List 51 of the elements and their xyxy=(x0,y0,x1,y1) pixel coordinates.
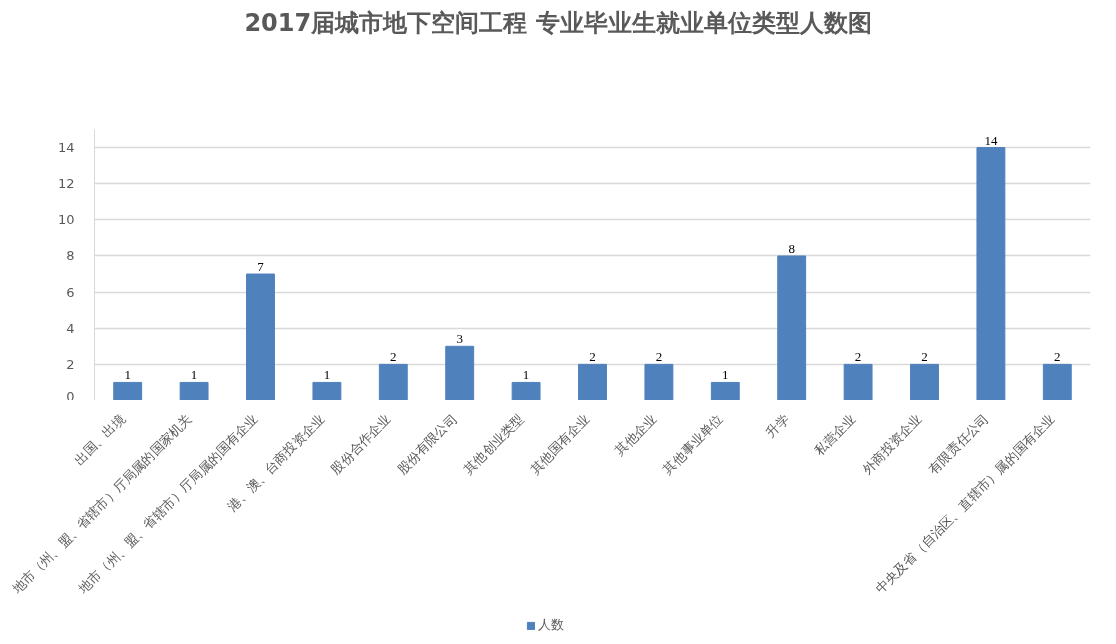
x-tick-label: 其他国有企业 xyxy=(527,411,593,477)
bar xyxy=(843,363,873,400)
bar xyxy=(511,381,541,400)
y-tick-label: 12 xyxy=(57,176,75,192)
x-tick-label: 出国、出境 xyxy=(71,411,128,468)
y-tick-label: 8 xyxy=(66,248,75,264)
x-tick-label: 外商投资企业 xyxy=(859,411,925,477)
legend-label: 人数 xyxy=(538,616,564,634)
data-label: 1 xyxy=(190,367,198,383)
data-label: 7 xyxy=(257,259,265,275)
data-label: 2 xyxy=(589,349,596,365)
bar xyxy=(910,363,939,400)
bar xyxy=(578,363,607,400)
data-label: 1 xyxy=(323,367,331,383)
x-tick-label: 升学 xyxy=(763,411,792,441)
data-label: 2 xyxy=(921,349,928,365)
x-tick-label: 私营企业 xyxy=(811,411,859,459)
x-tick-label: 其他事业单位 xyxy=(659,411,726,477)
y-tick-label: 2 xyxy=(66,356,75,372)
data-label: 14 xyxy=(984,132,998,148)
data-label: 2 xyxy=(1054,349,1061,365)
x-tick-label: 股份合作企业 xyxy=(327,411,394,477)
bar xyxy=(777,255,807,400)
data-label: 1 xyxy=(522,367,530,383)
chart-title: 2017届城市地下空间工程 专业毕业生就业单位类型人数图 xyxy=(244,8,872,38)
data-label: 3 xyxy=(456,331,463,347)
x-tick-label: 股份有限公司 xyxy=(394,411,460,477)
x-tick-label: 其他企业 xyxy=(611,411,660,459)
data-label: 2 xyxy=(854,349,862,365)
bar xyxy=(644,363,674,400)
data-label: 1 xyxy=(124,367,131,383)
data-label: 8 xyxy=(788,240,795,256)
data-label: 1 xyxy=(722,367,729,383)
x-tick-label: 有限责任公司 xyxy=(925,411,992,477)
bar xyxy=(312,381,342,400)
bar xyxy=(113,381,143,400)
bar xyxy=(1042,363,1072,400)
x-tick-label: 其他创业类型 xyxy=(460,411,527,477)
bar xyxy=(710,381,740,400)
y-tick-label: 6 xyxy=(66,284,75,300)
bar xyxy=(179,381,209,400)
data-label: 2 xyxy=(655,349,663,365)
data-label: 2 xyxy=(390,349,397,365)
y-tick-label: 0 xyxy=(66,388,75,404)
bar xyxy=(445,345,475,400)
bar xyxy=(246,273,275,400)
y-tick-label: 4 xyxy=(66,320,75,336)
y-tick-label: 14 xyxy=(57,140,75,156)
bar xyxy=(976,147,1006,400)
bar xyxy=(378,363,408,400)
y-tick-label: 10 xyxy=(57,212,75,228)
